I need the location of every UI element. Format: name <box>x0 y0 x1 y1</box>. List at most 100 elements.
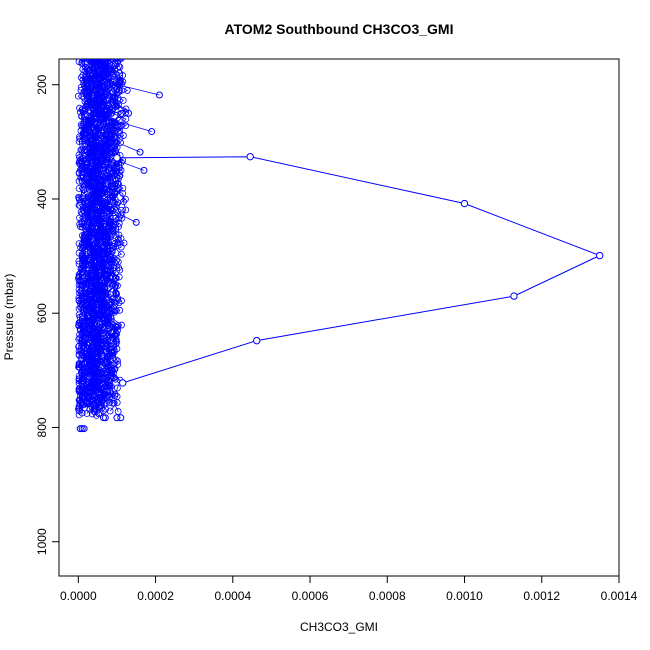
data-point <box>84 52 90 58</box>
profile-line <box>112 83 160 96</box>
data-point <box>105 225 112 233</box>
x-tick-label: 0.0006 <box>292 589 329 603</box>
data-point <box>108 261 115 269</box>
data-point <box>101 50 107 56</box>
data-point <box>106 39 112 45</box>
data-point <box>85 237 93 245</box>
plot-frame <box>58 58 620 577</box>
data-point <box>107 304 115 312</box>
data-point <box>84 36 90 42</box>
data-point <box>115 231 123 239</box>
data-point <box>78 254 86 262</box>
data-point <box>113 256 120 264</box>
highlight-point <box>246 152 254 161</box>
data-point <box>101 47 107 53</box>
data-point <box>105 85 112 93</box>
data-point <box>122 206 130 214</box>
data-point <box>78 296 86 303</box>
y-tick-label: 400 <box>35 189 49 209</box>
data-point <box>108 391 116 399</box>
y-tick-label: 600 <box>35 303 49 323</box>
data-point <box>87 165 94 173</box>
data-point <box>86 118 93 126</box>
data-point <box>117 414 125 422</box>
data-point <box>81 181 89 189</box>
data-point <box>103 191 111 199</box>
data-point <box>86 370 93 378</box>
data-point <box>78 220 86 228</box>
data-point <box>112 337 120 345</box>
data-point <box>105 39 111 45</box>
data-point <box>84 44 90 50</box>
data-point <box>107 182 115 190</box>
data-point <box>97 78 105 86</box>
data-point <box>77 166 84 174</box>
highlight-profile-line <box>116 156 601 384</box>
data-point <box>114 361 122 368</box>
data-point <box>114 184 122 192</box>
data-point <box>118 33 124 39</box>
data-point <box>82 84 89 92</box>
data-point <box>75 177 83 185</box>
data-point <box>80 238 88 246</box>
data-point <box>113 290 120 297</box>
data-point <box>117 250 125 258</box>
data-point <box>104 69 112 77</box>
data-point <box>80 186 87 194</box>
highlight-point <box>119 379 127 387</box>
data-point <box>90 52 96 58</box>
data-point <box>101 414 109 422</box>
data-point <box>92 333 100 341</box>
data-point <box>109 399 117 407</box>
data-point <box>90 190 98 198</box>
data-point <box>95 158 102 166</box>
data-point <box>102 50 108 56</box>
data-point <box>118 109 125 117</box>
data-point <box>148 128 156 136</box>
data-point <box>75 271 83 279</box>
data-point <box>88 34 94 40</box>
data-point <box>96 98 104 105</box>
data-point <box>77 52 83 58</box>
data-point <box>113 384 121 392</box>
y-tick-label: 200 <box>35 74 49 94</box>
data-point <box>107 267 114 275</box>
data-point <box>113 345 121 353</box>
profile-line <box>112 119 152 132</box>
data-point <box>81 75 89 83</box>
data-point <box>115 117 123 124</box>
data-point <box>75 407 83 415</box>
data-point <box>89 110 97 118</box>
data-point <box>89 246 96 254</box>
data-point <box>101 369 109 377</box>
data-point <box>82 152 90 160</box>
data-point <box>108 45 114 51</box>
data-point <box>81 107 89 115</box>
data-point <box>91 41 97 47</box>
data-point <box>82 230 90 238</box>
data-point <box>86 102 93 110</box>
data-point <box>114 282 121 290</box>
data-point <box>108 131 116 139</box>
data-point <box>84 126 92 134</box>
data-point <box>96 199 104 207</box>
data-point <box>104 39 110 45</box>
x-tick-label: 0.0014 <box>601 589 638 603</box>
data-point <box>115 223 122 231</box>
data-point <box>80 34 86 40</box>
x-tick-label: 0.0008 <box>369 589 406 603</box>
data-point <box>108 192 116 200</box>
data-point <box>77 269 85 277</box>
data-point <box>107 47 113 53</box>
data-point <box>104 337 112 344</box>
data-point <box>105 148 113 156</box>
data-point <box>104 39 110 45</box>
data-point <box>95 182 103 190</box>
data-point <box>113 200 121 208</box>
data-point <box>81 198 89 205</box>
data-point <box>136 148 144 156</box>
data-point <box>82 174 90 182</box>
data-point <box>95 378 103 385</box>
data-point <box>85 51 91 57</box>
data-point <box>90 94 97 102</box>
